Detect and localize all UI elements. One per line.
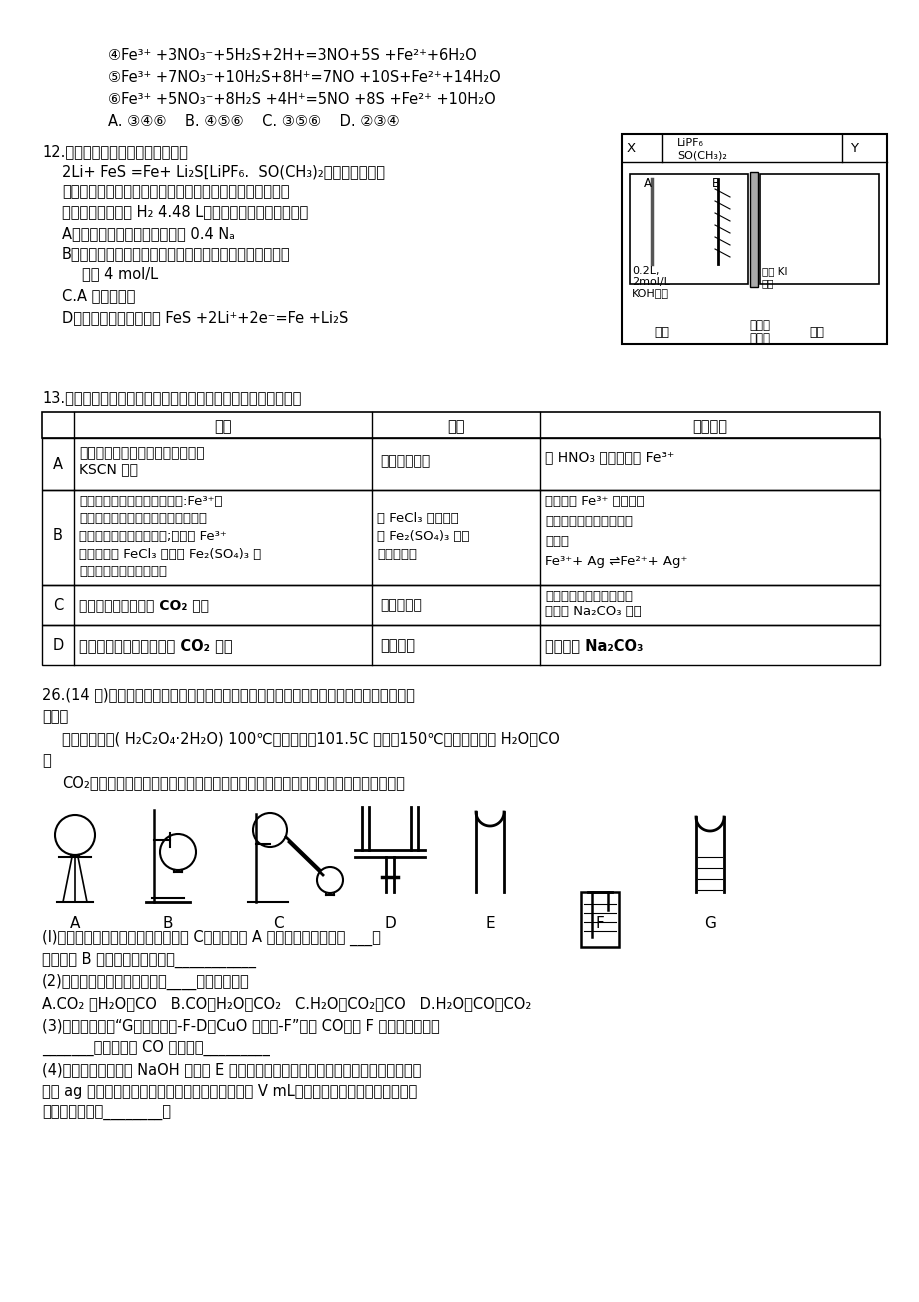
Text: 操作: 操作 <box>214 419 232 434</box>
Text: 该电池为电源进行如右图的电解实验，电解一段时间测得甲: 该电池为电源进行如右图的电解实验，电解一段时间测得甲 <box>62 184 289 199</box>
Text: (l)最适宜加热分解草酸晶体的装置是 C。若选装置 A 可能会造成的后果是 ___；: (l)最适宜加热分解草酸晶体的装置是 C。若选装置 A 可能会造成的后果是 __… <box>42 930 380 947</box>
Text: 清洗得干净: 清洗得干净 <box>377 548 416 561</box>
Text: _______，证明含有 CO 的现象是_________: _______，证明含有 CO 的现象是_________ <box>42 1040 269 1056</box>
Text: ⑥Fe³⁺ +5NO₃⁻+8H₂S +4H⁺=5NO +8S +Fe²⁺ +10H₂O: ⑥Fe³⁺ +5NO₃⁻+8H₂S +4H⁺=5NO +8S +Fe²⁺ +10… <box>108 92 495 107</box>
Text: A: A <box>643 177 652 190</box>
Bar <box>759 174 878 284</box>
Text: 质的过程可能是一个可逆: 质的过程可能是一个可逆 <box>544 516 632 529</box>
Text: 交换膜: 交换膜 <box>749 332 770 345</box>
Text: 度为 4 mol/L: 度为 4 mol/L <box>82 266 158 281</box>
Text: B．若电解过程体积变化忽略不计，则电解后甲池中溶液浓: B．若电解过程体积变化忽略不计，则电解后甲池中溶液浓 <box>62 246 290 260</box>
Bar <box>42 625 879 665</box>
Text: Fe³⁺+ Ag ⇌Fe²⁺+ Ag⁺: Fe³⁺+ Ag ⇌Fe²⁺+ Ag⁺ <box>544 555 686 568</box>
Text: A: A <box>70 917 80 931</box>
Text: ④Fe³⁺ +3NO₃⁻+5H₂S+2H+=3NO+5S +Fe²⁺+6H₂O: ④Fe³⁺ +3NO₃⁻+5H₂S+2H+=3NO+5S +Fe²⁺+6H₂O <box>108 48 476 62</box>
Text: 产生沉淠: 产生沉淠 <box>380 638 414 654</box>
Text: 中还有 Na₂CO₃ 生成: 中还有 Na₂CO₃ 生成 <box>544 605 641 618</box>
Text: 用 FeCl₃ 溶液清洗: 用 FeCl₃ 溶液清洗 <box>377 512 459 525</box>
Text: E: E <box>484 917 494 931</box>
Text: A: A <box>53 457 62 473</box>
Text: 阳离子: 阳离子 <box>749 319 770 332</box>
Text: D: D <box>52 638 63 654</box>
Text: 溶液: 溶液 <box>761 279 774 288</box>
Bar <box>42 437 879 490</box>
Text: A. ③④⑥    B. ④⑤⑥    C. ③⑤⑥    D. ②③④: A. ③④⑥ B. ④⑤⑥ C. ③⑤⑥ D. ②③④ <box>108 115 399 129</box>
Bar <box>630 174 747 284</box>
Text: 碳酸酸性强于苯酸，溶液: 碳酸酸性强于苯酸，溶液 <box>544 590 632 603</box>
Text: D．电源正极反应式为： FeS +2Li⁺+2e⁻=Fe +Li₂S: D．电源正极反应式为： FeS +2Li⁺+2e⁻=Fe +Li₂S <box>62 310 348 326</box>
Text: 一批作了銀镜反应的试管;配制了 Fe³⁺: 一批作了銀镜反应的试管;配制了 Fe³⁺ <box>79 530 226 543</box>
Text: 0.2L,: 0.2L, <box>631 266 659 276</box>
Bar <box>42 585 879 625</box>
Text: X: X <box>627 142 635 155</box>
Text: 测定 ag 草酸晶体的纯度。经实验得到气体的体积为 V mL（已换算成标准状况），则草酸: 测定 ag 草酸晶体的纯度。经实验得到气体的体积为 V mL（已换算成标准状况）… <box>42 1085 417 1099</box>
Text: 因为析出 Na₂CO₃: 因为析出 Na₂CO₃ <box>544 638 642 654</box>
Text: Y: Y <box>849 142 857 155</box>
Text: 乙池: 乙池 <box>809 326 823 339</box>
Text: SO(CH₃)₂: SO(CH₃)₂ <box>676 151 726 161</box>
Bar <box>621 134 886 344</box>
Bar <box>42 490 879 585</box>
Text: 过程：: 过程： <box>544 535 568 548</box>
Text: 以氧化銀单质。他们用这种方法清洗: 以氧化銀单质。他们用这种方法清洗 <box>79 513 207 526</box>
Text: 和: 和 <box>42 753 51 768</box>
Text: 液。分别用于清洗实验。: 液。分别用于清洗实验。 <box>79 565 167 578</box>
Text: 池产生标准状况下 H₂ 4.48 L。下列有关叙述不正确的是: 池产生标准状况下 H₂ 4.48 L。下列有关叙述不正确的是 <box>62 204 308 219</box>
Text: A.CO₂ 、H₂O、CO   B.CO、H₂O、CO₂   C.H₂O、CO₂、CO   D.H₂O、CO、CO₂: A.CO₂ 、H₂O、CO B.CO、H₂O、CO₂ C.H₂O、CO₂、CO … <box>42 996 531 1010</box>
Text: 某实验小组从资料上获得信息:Fe³⁺可: 某实验小组从资料上获得信息:Fe³⁺可 <box>79 495 222 508</box>
Text: 定积 KI: 定积 KI <box>761 266 787 276</box>
Text: F: F <box>595 917 604 931</box>
Text: D: D <box>384 917 395 931</box>
Text: C.A 电极为阳极: C.A 电极为阳极 <box>62 288 135 303</box>
Text: (2)三种气体检验的先后次序是____（填编号）。: (2)三种气体检验的先后次序是____（填编号）。 <box>42 974 249 991</box>
Text: 稀 HNO₃ 将铁氧化成 Fe³⁺: 稀 HNO₃ 将铁氧化成 Fe³⁺ <box>544 450 674 464</box>
Text: B: B <box>711 177 720 190</box>
Bar <box>749 172 757 286</box>
Text: C: C <box>52 598 63 613</box>
Text: 13.下列有关实验的操作、现象及结论解析都没有科学性错误的是: 13.下列有关实验的操作、现象及结论解析都没有科学性错误的是 <box>42 391 301 405</box>
Text: 12.已知高能锂电池的总反应式为：: 12.已知高能锂电池的总反应式为： <box>42 145 187 159</box>
Bar <box>42 411 879 437</box>
Text: 2mol/L: 2mol/L <box>631 277 669 286</box>
Bar <box>581 892 618 947</box>
Text: 溶液变浑浆: 溶液变浑浆 <box>380 598 422 612</box>
Text: B: B <box>53 529 62 543</box>
Text: 产生红色溶液: 产生红色溶液 <box>380 454 430 467</box>
Text: 查阅资: 查阅资 <box>42 710 68 724</box>
Text: 26.(14 分)某实验研究小组欲检验草酸晶体分解的产物并测定其纯度（杂质不发生反应）。: 26.(14 分)某实验研究小组欲检验草酸晶体分解的产物并测定其纯度（杂质不发生… <box>42 687 414 702</box>
Text: G: G <box>703 917 715 931</box>
Text: LiPF₆: LiPF₆ <box>676 138 703 148</box>
Text: 纯度的表达式为________。: 纯度的表达式为________。 <box>42 1105 171 1121</box>
Text: 他们认为 Fe³⁺ 氮化銀单: 他们认为 Fe³⁺ 氮化銀单 <box>544 495 644 508</box>
Text: A．从隔膜中通过的离子数目为 0.4 Nₐ: A．从隔膜中通过的离子数目为 0.4 Nₐ <box>62 227 234 241</box>
Text: ⑤Fe³⁺ +7NO₃⁻+10H₂S+8H⁺=7NO +10S+Fe²⁺+14H₂O: ⑤Fe³⁺ +7NO₃⁻+10H₂S+8H⁺=7NO +10S+Fe²⁺+14H… <box>108 70 500 85</box>
Text: 结论解释: 结论解释 <box>692 419 727 434</box>
Text: 苯酸钗溶液中通少量 CO₂ 气体: 苯酸钗溶液中通少量 CO₂ 气体 <box>79 598 209 612</box>
Text: 过量铁粉加稀缴酸充分反应，滴入: 过量铁粉加稀缴酸充分反应，滴入 <box>79 447 204 460</box>
Text: CO₂。下面是可供选择的实验仪器（图中某些加热装置已略去），实验所需药品不限。: CO₂。下面是可供选择的实验仪器（图中某些加热装置已略去），实验所需药品不限。 <box>62 775 404 790</box>
Text: 浓度相同的 FeCl₃ 溶液和 Fe₂(SO₄)₃ 溶: 浓度相同的 FeCl₃ 溶液和 Fe₂(SO₄)₃ 溶 <box>79 548 261 560</box>
Text: 现象: 现象 <box>447 419 464 434</box>
Text: KSCN 溶液: KSCN 溶液 <box>79 462 138 477</box>
Text: 甲池: 甲池 <box>653 326 669 339</box>
Text: C: C <box>272 917 283 931</box>
Text: 向饱和碳酸钗溶液通过量 CO₂ 气体: 向饱和碳酸钗溶液通过量 CO₂ 气体 <box>79 638 233 654</box>
Text: 料：草酸晶体( H₂C₂O₄·2H₂O) 100℃开始失水，101.5C 燔化，150℃左右分解产生 H₂O、CO: 料：草酸晶体( H₂C₂O₄·2H₂O) 100℃开始失水，101.5C 燔化，… <box>62 730 560 746</box>
Text: (3)实验利用装置“G（碱石灰）-F-D（CuO 固体）-F”检验 CO，则 F 中盛装的试剂是: (3)实验利用装置“G（碱石灰）-F-D（CuO 固体）-F”检验 CO，则 F… <box>42 1018 439 1032</box>
Text: 2Li+ FeS =Fe+ Li₂S[LiPF₆.  SO(CH₃)₂为电解质｝，用: 2Li+ FeS =Fe+ Li₂S[LiPF₆. SO(CH₃)₂为电解质｝，… <box>62 164 384 178</box>
Text: B: B <box>163 917 173 931</box>
Text: KOH溶液: KOH溶液 <box>631 288 668 298</box>
Text: 若选装置 B 可能会造成的后果是___________: 若选装置 B 可能会造成的后果是___________ <box>42 952 255 969</box>
Text: (4)把分解装置与装有 NaOH 溶液的 E 装置直接组合，测量完全分解后所得气体的体积，: (4)把分解装置与装有 NaOH 溶液的 E 装置直接组合，测量完全分解后所得气… <box>42 1062 421 1077</box>
Text: 比 Fe₂(SO₄)₃ 溶液: 比 Fe₂(SO₄)₃ 溶液 <box>377 530 469 543</box>
